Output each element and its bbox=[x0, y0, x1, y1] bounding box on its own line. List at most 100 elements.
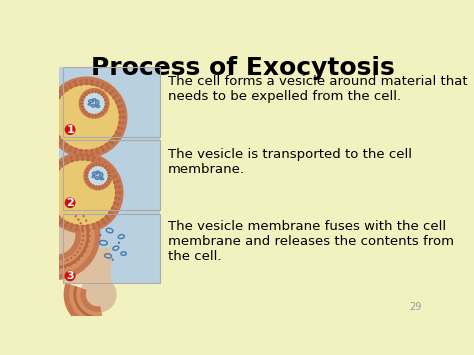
Circle shape bbox=[82, 255, 83, 257]
Circle shape bbox=[90, 83, 93, 86]
Circle shape bbox=[104, 105, 106, 108]
Circle shape bbox=[91, 79, 94, 82]
Circle shape bbox=[105, 215, 108, 218]
Circle shape bbox=[59, 161, 62, 164]
Circle shape bbox=[74, 215, 77, 217]
Circle shape bbox=[118, 191, 121, 194]
Circle shape bbox=[92, 226, 96, 229]
Circle shape bbox=[52, 83, 120, 151]
Circle shape bbox=[91, 91, 93, 93]
Ellipse shape bbox=[96, 105, 100, 108]
Circle shape bbox=[86, 224, 89, 227]
Circle shape bbox=[117, 105, 120, 109]
Circle shape bbox=[104, 102, 107, 104]
Circle shape bbox=[88, 114, 90, 116]
Circle shape bbox=[107, 146, 110, 149]
Circle shape bbox=[55, 217, 58, 220]
Circle shape bbox=[99, 164, 100, 166]
Circle shape bbox=[49, 127, 53, 130]
Circle shape bbox=[99, 234, 101, 236]
Circle shape bbox=[73, 254, 76, 256]
Circle shape bbox=[47, 191, 50, 194]
Circle shape bbox=[54, 171, 57, 175]
Circle shape bbox=[83, 96, 86, 98]
Circle shape bbox=[111, 206, 114, 209]
Circle shape bbox=[95, 89, 97, 92]
Circle shape bbox=[91, 159, 94, 163]
Circle shape bbox=[105, 165, 107, 168]
Circle shape bbox=[106, 106, 108, 108]
Circle shape bbox=[83, 161, 113, 190]
Circle shape bbox=[95, 148, 98, 151]
Circle shape bbox=[53, 126, 56, 129]
Circle shape bbox=[64, 224, 67, 227]
Circle shape bbox=[70, 257, 73, 259]
Circle shape bbox=[99, 114, 100, 116]
Circle shape bbox=[111, 169, 114, 173]
Circle shape bbox=[111, 142, 114, 145]
Circle shape bbox=[41, 152, 124, 234]
Circle shape bbox=[85, 178, 87, 180]
Circle shape bbox=[49, 104, 53, 108]
Circle shape bbox=[48, 174, 51, 178]
Circle shape bbox=[114, 208, 117, 211]
Circle shape bbox=[89, 184, 91, 186]
Circle shape bbox=[115, 131, 118, 134]
Circle shape bbox=[106, 99, 108, 101]
Circle shape bbox=[54, 211, 57, 214]
Circle shape bbox=[82, 215, 85, 217]
Circle shape bbox=[95, 164, 98, 166]
Circle shape bbox=[68, 149, 71, 152]
Circle shape bbox=[81, 158, 84, 161]
Circle shape bbox=[103, 221, 106, 224]
Circle shape bbox=[120, 127, 123, 130]
Circle shape bbox=[61, 218, 64, 222]
Circle shape bbox=[118, 185, 121, 189]
Circle shape bbox=[99, 91, 100, 93]
Circle shape bbox=[55, 100, 58, 104]
Ellipse shape bbox=[92, 98, 96, 101]
Circle shape bbox=[70, 146, 73, 149]
Ellipse shape bbox=[99, 172, 103, 178]
Circle shape bbox=[95, 114, 97, 116]
Circle shape bbox=[76, 251, 79, 253]
Circle shape bbox=[55, 165, 58, 168]
Circle shape bbox=[92, 164, 94, 166]
Circle shape bbox=[92, 156, 96, 159]
Circle shape bbox=[77, 218, 80, 221]
Circle shape bbox=[46, 203, 49, 206]
Circle shape bbox=[61, 92, 64, 95]
Circle shape bbox=[88, 235, 91, 237]
Circle shape bbox=[91, 89, 93, 92]
Circle shape bbox=[102, 83, 105, 86]
Circle shape bbox=[102, 149, 105, 152]
Circle shape bbox=[106, 169, 108, 171]
Circle shape bbox=[118, 116, 122, 119]
Bar bbox=[63, 248, 111, 284]
Circle shape bbox=[49, 181, 52, 184]
Circle shape bbox=[29, 209, 82, 261]
Circle shape bbox=[96, 81, 100, 84]
Circle shape bbox=[107, 86, 110, 89]
Circle shape bbox=[101, 184, 103, 186]
Circle shape bbox=[64, 266, 66, 269]
Circle shape bbox=[114, 174, 117, 178]
Circle shape bbox=[79, 88, 109, 119]
Circle shape bbox=[88, 240, 90, 242]
Circle shape bbox=[109, 175, 111, 177]
Circle shape bbox=[112, 136, 115, 138]
Circle shape bbox=[101, 164, 104, 167]
Circle shape bbox=[111, 258, 114, 261]
Circle shape bbox=[88, 169, 90, 171]
Circle shape bbox=[83, 93, 105, 114]
Circle shape bbox=[63, 86, 66, 89]
Circle shape bbox=[64, 197, 75, 208]
Text: The cell forms a vesicle around material that
needs to be expelled from the cell: The cell forms a vesicle around material… bbox=[168, 75, 467, 103]
Circle shape bbox=[81, 99, 82, 101]
Circle shape bbox=[87, 228, 90, 231]
Circle shape bbox=[50, 160, 115, 225]
Circle shape bbox=[90, 183, 92, 185]
Circle shape bbox=[86, 111, 88, 113]
Circle shape bbox=[70, 156, 73, 159]
Circle shape bbox=[78, 258, 80, 261]
